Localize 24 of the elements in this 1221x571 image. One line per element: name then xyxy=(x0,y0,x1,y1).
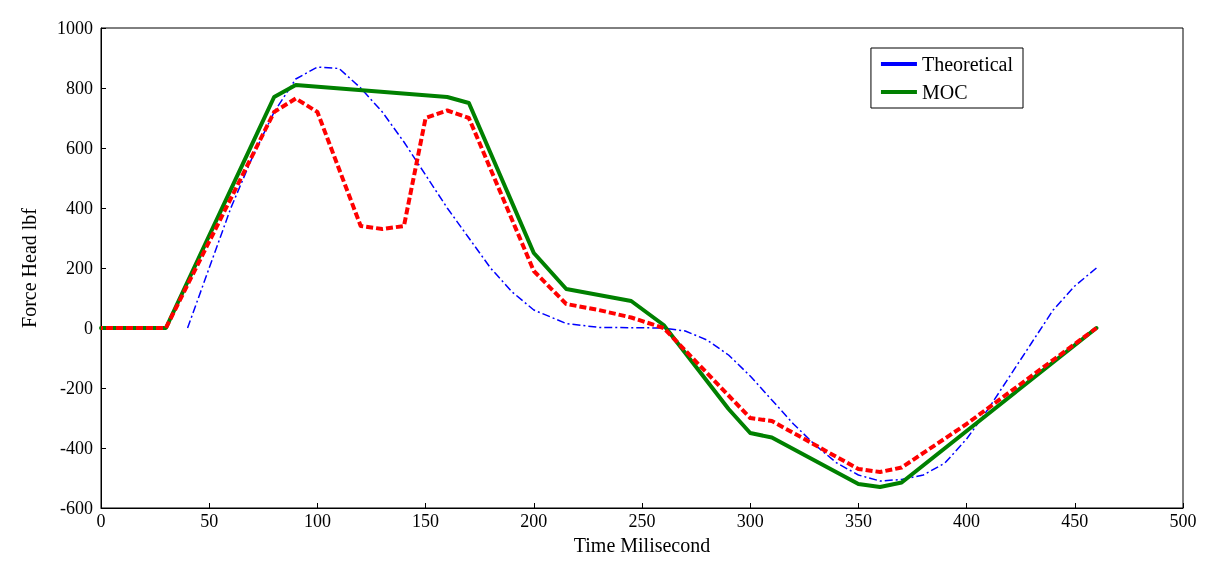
y-tick-label: 200 xyxy=(66,258,93,278)
x-tick-label: 150 xyxy=(412,511,440,531)
y-tick-label: 0 xyxy=(84,318,93,338)
x-tick-label: 300 xyxy=(736,511,764,531)
y-tick-label: 400 xyxy=(66,198,93,218)
legend-label: Theoretical xyxy=(921,53,1014,75)
y-tick-label: 600 xyxy=(66,138,93,158)
x-tick-label: 450 xyxy=(1061,511,1089,531)
y-tick-label: -400 xyxy=(60,438,93,458)
y-tick-label: -600 xyxy=(60,498,93,518)
x-axis-title: Time Milisecond xyxy=(573,533,711,556)
y-tick-label: 800 xyxy=(66,78,93,98)
x-tick-label: 0 xyxy=(96,511,106,531)
legend-label: MOC xyxy=(921,81,968,103)
x-tick-label: 200 xyxy=(520,511,548,531)
x-tick-label: 500 xyxy=(1169,511,1197,531)
x-tick-label: 400 xyxy=(953,511,981,531)
x-tick-label: 100 xyxy=(303,511,331,531)
x-tick-label: 350 xyxy=(844,511,872,531)
y-tick-label: 1000 xyxy=(57,18,93,38)
x-tick-label: 250 xyxy=(628,511,656,531)
y-axis-title: Force Head lbf xyxy=(18,207,40,328)
y-tick-label: -200 xyxy=(60,378,93,398)
x-tick-label: 50 xyxy=(200,511,219,531)
